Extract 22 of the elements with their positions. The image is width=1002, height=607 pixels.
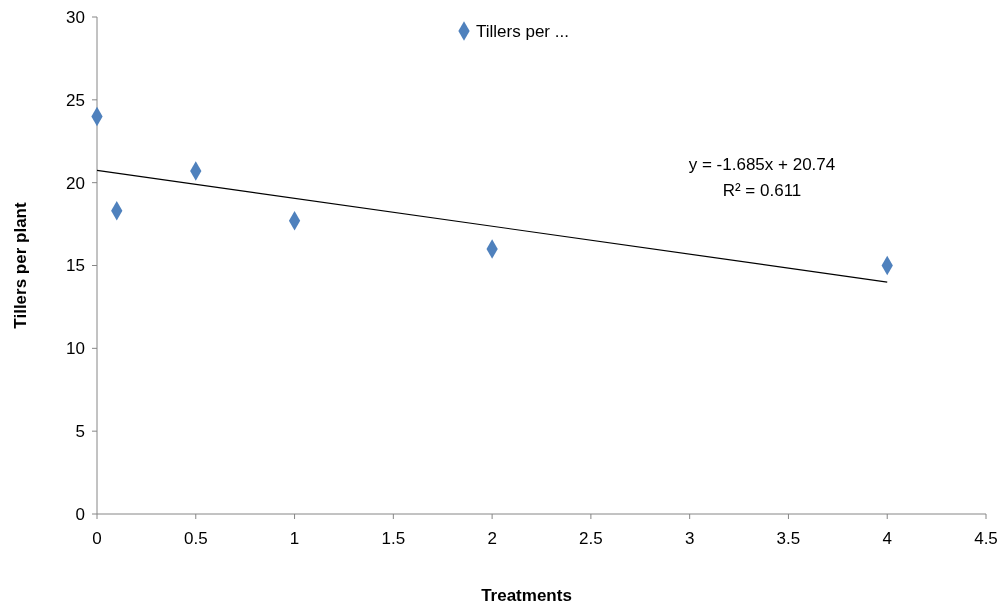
y-tick-label: 25 xyxy=(66,90,85,110)
legend-label: Tillers per ... xyxy=(476,21,569,41)
x-tick-label: 2 xyxy=(487,529,497,548)
y-tick-label: 30 xyxy=(66,7,85,27)
annotation: y = -1.685x + 20.74 xyxy=(688,155,836,174)
x-tick-label: 3.5 xyxy=(776,529,801,548)
y-tick-label: 10 xyxy=(66,339,85,359)
y-tick-label: 20 xyxy=(66,173,85,193)
x-tick-label: 0.5 xyxy=(183,529,208,548)
x-tick-label: 1.5 xyxy=(381,529,406,548)
x-axis-title: Treatments xyxy=(481,586,572,605)
x-tick-label: 2.5 xyxy=(579,529,603,548)
y-axis-title: Tillers per plant xyxy=(11,202,30,329)
y-tick-label: 0 xyxy=(75,504,85,524)
annotation: R² = 0.611 xyxy=(722,181,802,200)
y-tick-label: 5 xyxy=(75,422,85,442)
x-tick-label: 4 xyxy=(882,529,892,548)
x-tick-label: 4.5 xyxy=(974,529,998,548)
x-tick-label: 3 xyxy=(684,529,695,548)
y-tick-label: 15 xyxy=(66,256,85,276)
x-tick-label: 1 xyxy=(289,529,300,548)
x-tick-label: 0 xyxy=(92,529,102,548)
